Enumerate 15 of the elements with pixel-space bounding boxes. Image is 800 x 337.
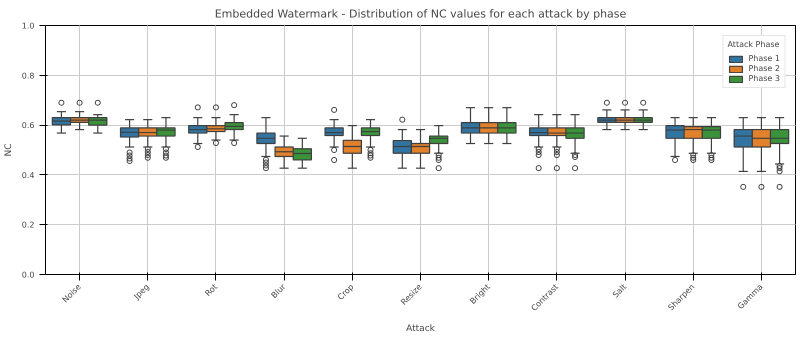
x-axis-title: Attack: [406, 324, 436, 334]
y-axis-title: NC: [4, 143, 14, 157]
x-tick-label: Salt: [611, 282, 628, 300]
x-tick-label: Rot: [203, 282, 220, 298]
y-tick-label: 0.4: [22, 170, 35, 180]
y-tick-label: 0.0: [22, 270, 35, 280]
chart-title: Embedded Watermark - Distribution of NC values for each attack by phase: [214, 8, 627, 20]
legend-label: Phase 3: [748, 74, 780, 83]
legend-title: Attack Phase: [727, 40, 780, 49]
legend-label: Phase 1: [748, 54, 780, 63]
legend-label: Phase 2: [748, 64, 780, 73]
y-tick-label: 1.0: [22, 22, 35, 30]
y-tick-label: 0.8: [22, 71, 35, 80]
y-tick-label: 0.2: [22, 220, 35, 230]
y-tick-label: 0.6: [22, 121, 35, 130]
